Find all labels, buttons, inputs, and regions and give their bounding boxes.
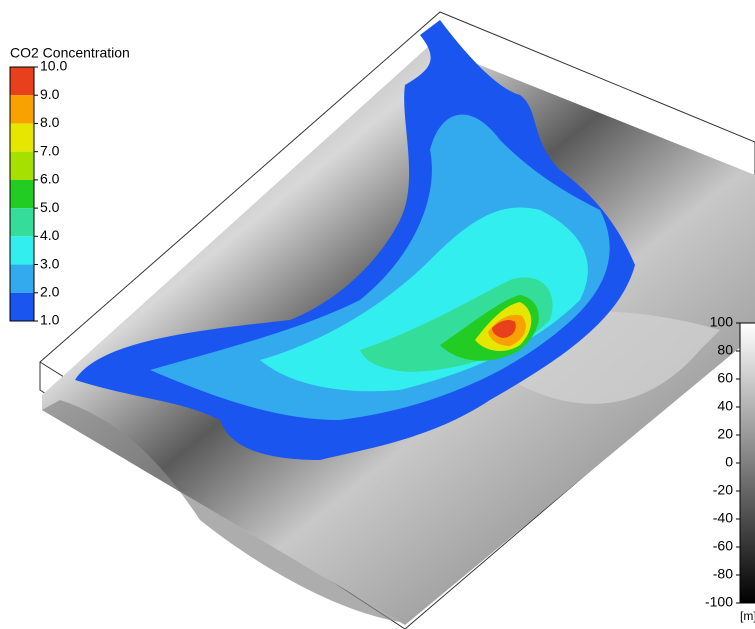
colorbar-label: 80 (717, 342, 733, 358)
colorbar-segment (10, 95, 34, 124)
colorbar-label: 2.0 (40, 283, 60, 299)
colorbar-label: -80 (713, 566, 733, 582)
colorbar-label: 7.0 (40, 142, 60, 158)
colorbar-segment (10, 151, 34, 180)
colorbar-label: -40 (713, 510, 733, 526)
colorbar-label: 9.0 (40, 86, 60, 102)
colorbar-segment (10, 236, 34, 265)
colorbar-label: 3.0 (40, 255, 60, 271)
box-outline (39, 11, 755, 629)
colorbar-label: 4.0 (40, 227, 60, 243)
colorbar-label: 100 (710, 314, 734, 330)
colorbar-label: 40 (717, 398, 733, 414)
colorbar-label: 6.0 (40, 171, 60, 187)
colorbar-label: -60 (713, 538, 733, 554)
colorbar-label: -100 (705, 594, 733, 610)
colorbar-label: -20 (713, 482, 733, 498)
colorbar-segment (10, 264, 34, 293)
colorbar-label: 0 (725, 454, 733, 470)
plume-red (492, 320, 516, 338)
elevation-unit: [m] (740, 609, 755, 623)
colorbar-segment (10, 67, 34, 96)
colorbar-segment (10, 292, 34, 321)
colorbar-label: 5.0 (40, 199, 60, 215)
terrain-shade (42, 400, 405, 625)
colorbar-label: 20 (717, 426, 733, 442)
colorbar-segment (10, 123, 34, 152)
co2-colorbar: 10.0 9.0 8.0 7.0 6.0 5.0 4.0 3.0 2.0 1.0 (9, 58, 67, 328)
elevation-colorbar: 100 80 60 40 20 0 -20 -40 -60 -80 -100 (705, 314, 755, 610)
colorbar-frame (9, 66, 35, 322)
legend-title: CO2 Concentration (10, 45, 130, 61)
colorbar-label: 1.0 (40, 312, 60, 328)
colorbar-segment (10, 179, 34, 209)
colorbar-label: 60 (717, 370, 733, 386)
colorbar-segment (10, 208, 34, 237)
colorbar-label: 10.0 (40, 58, 67, 74)
co2-plume (75, 20, 635, 460)
colorbar-label: 8.0 (40, 114, 60, 130)
elevation-gradient (739, 322, 755, 604)
